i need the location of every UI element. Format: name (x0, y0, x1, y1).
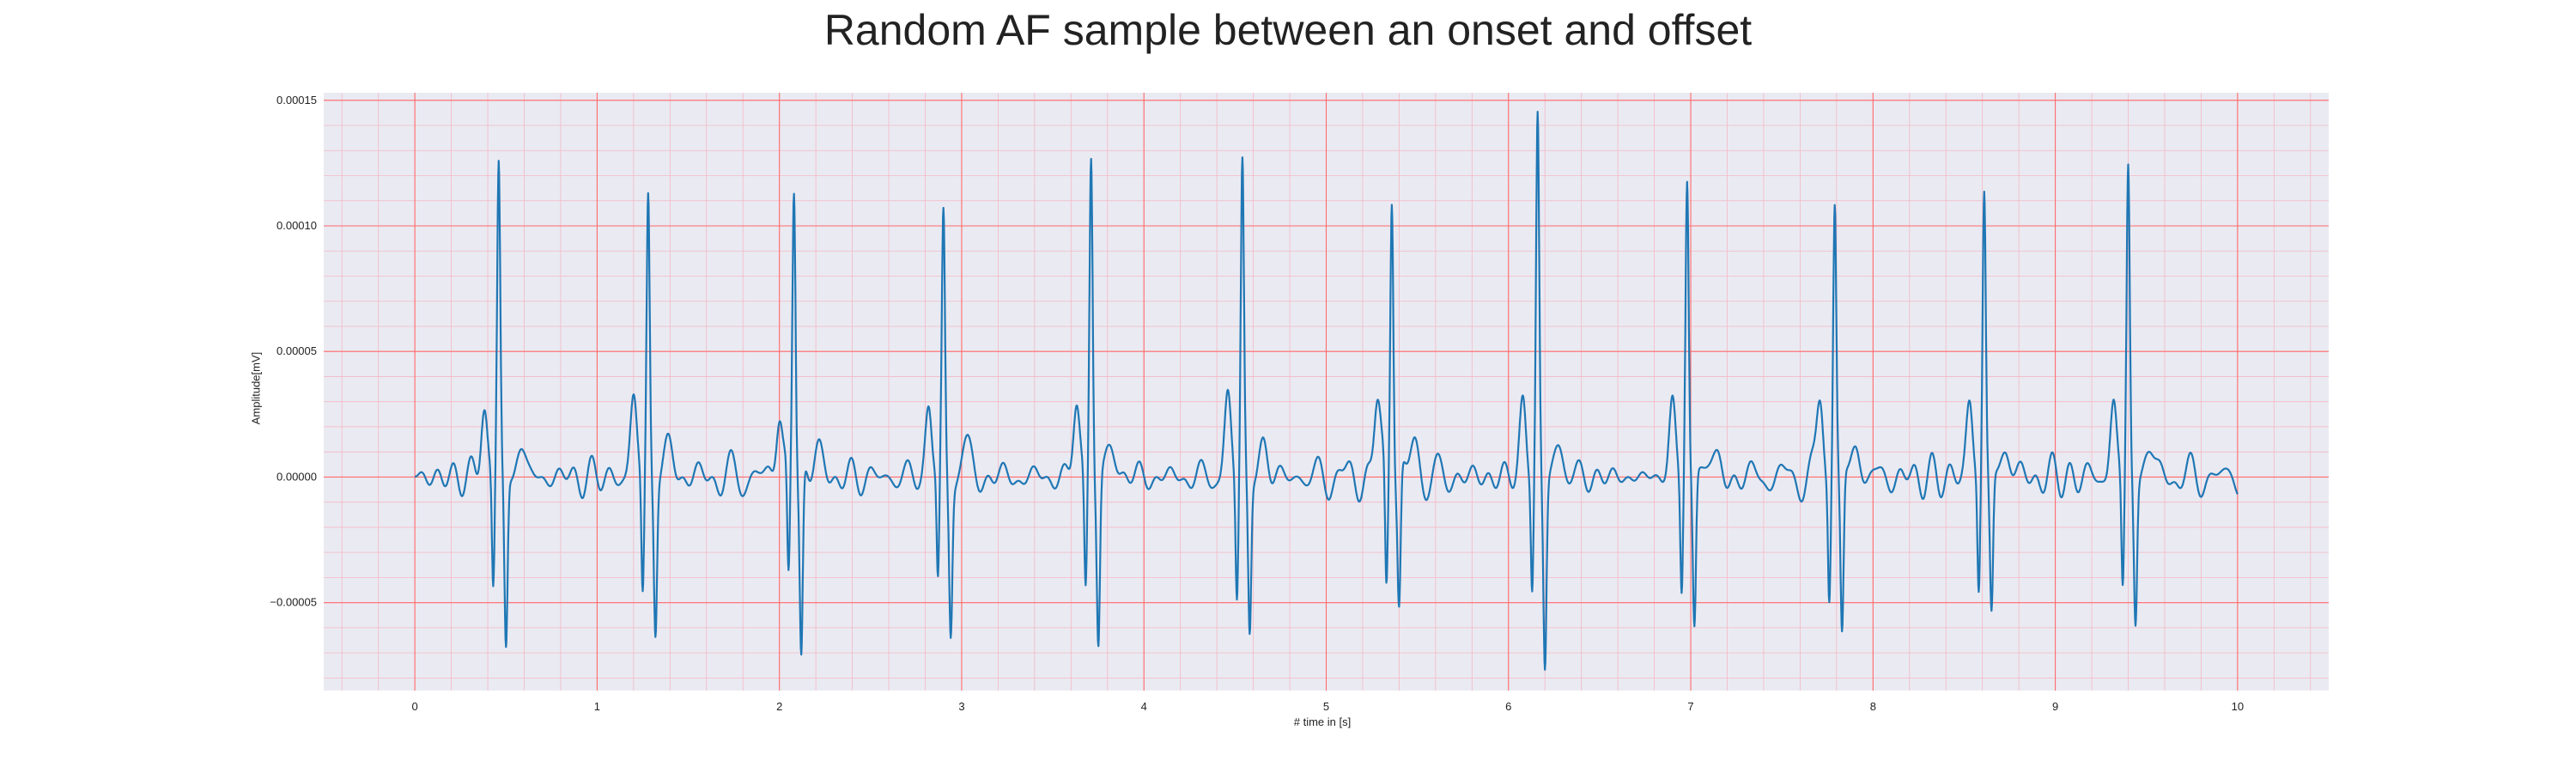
x-tick-label: 2 (776, 700, 782, 713)
x-tick-label: 0 (412, 700, 418, 713)
y-tick-label: 0.00005 (276, 344, 317, 357)
x-axis-label: # time in [s] (1293, 715, 1352, 728)
x-tick-label: 7 (1687, 700, 1693, 713)
af-signal-line (414, 111, 2239, 671)
x-tick-labels: 0 1 2 3 4 5 6 7 8 9 10 (412, 700, 2245, 713)
x-tick-label: 10 (2232, 700, 2244, 713)
x-tick-label: 6 (1505, 700, 1511, 713)
x-tick-label: 5 (1323, 700, 1329, 713)
y-tick-label: −0.00005 (270, 596, 317, 609)
x-tick-label: 3 (958, 700, 964, 713)
x-tick-label: 8 (1870, 700, 1876, 713)
chart-title: Random AF sample between an onset and of… (823, 6, 1753, 54)
x-tick-label: 9 (2052, 700, 2058, 713)
y-axis-label: Amplitude[mV] (249, 351, 263, 425)
x-tick-label: 4 (1141, 700, 1147, 713)
y-tick-label: 0.00015 (276, 94, 317, 107)
y-tick-label: 0.00010 (276, 219, 317, 232)
y-tick-label: 0.00000 (276, 470, 317, 483)
y-tick-labels: −0.00005 0.00000 0.00005 0.00010 0.00015 (270, 94, 317, 609)
x-tick-label: 1 (594, 700, 600, 713)
